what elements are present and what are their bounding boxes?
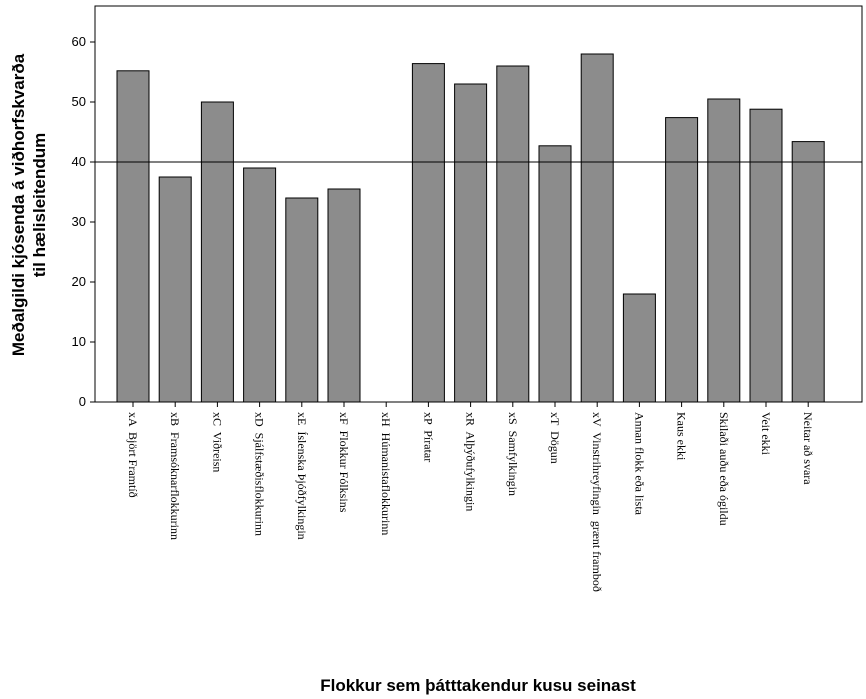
x-tick-label-8: xP Píratar [421,412,435,462]
y-tick-label-60: 60 [72,34,86,49]
x-tick-label-17: Neitar að svara [801,412,815,485]
x-tick-label-13: Annan flokk eða lista [632,412,646,516]
y-tick-label-0: 0 [79,394,86,409]
bar-3 [200,101,234,403]
x-tick-label-7: xH Húmanistaflokkurinn [379,412,393,535]
y-tick-label-30: 30 [72,214,86,229]
bar-15 [707,98,741,403]
y-tick-label-20: 20 [72,274,86,289]
x-tick-label-14: Kaus ekki [675,412,689,461]
x-tick-label-5: xE Íslenska Þjóðfylkingin [295,412,309,540]
bar-2 [158,176,192,403]
x-tick-label-6: xF Flokkur Fólksins [337,412,351,513]
y-tick-label-10: 10 [72,334,86,349]
x-tick-label-10: xS Samfylkingin [506,412,520,496]
bar-10 [496,65,530,403]
x-tick-label-12: xV Vinstrihreyfingin grænt framboð [590,412,604,592]
x-tick-label-11: xT Dögun [548,412,562,464]
bar-6 [327,188,361,403]
x-tick-label-1: xA Björt Framtíð [126,412,140,498]
bar-11 [538,145,572,403]
bar-8 [411,63,445,403]
x-tick-label-4: xD Sjálfstæðisflokkurinn [253,412,267,536]
bar-5 [285,197,319,403]
bar-14 [665,117,699,403]
y-tick-label-50: 50 [72,94,86,109]
y-axis-label-line-2: til hælisleitendum [30,133,49,278]
bar-13 [622,293,656,403]
x-axis-label: Flokkur sem þátttakendur kusu seinast [320,676,636,695]
plot-area: 0 10 20 30 40 50 60 xA Björt Framtíð xB Framsókn… [72,5,863,592]
x-tick-label-9: xR Alþýðufylkingin [464,412,478,511]
x-tick-label-16: Veit ekki [759,412,773,456]
x-tick-label-2: xB Framsóknarflokkurinn [168,412,182,540]
bar-4 [243,167,277,403]
bar-12 [580,53,614,403]
x-tick-label-3: xC Viðreisn [210,412,224,472]
x-tick-label-15: Skilaði auðu eða ógildu [717,412,731,526]
bar-9 [454,83,488,403]
bar-17 [791,141,825,403]
y-axis-label-line-1: Meðalgildi kjósenda á viðhorfskvarða [9,53,28,356]
y-tick-label-40: 40 [72,154,86,169]
bar-16 [749,108,783,403]
bar-1 [116,70,150,403]
